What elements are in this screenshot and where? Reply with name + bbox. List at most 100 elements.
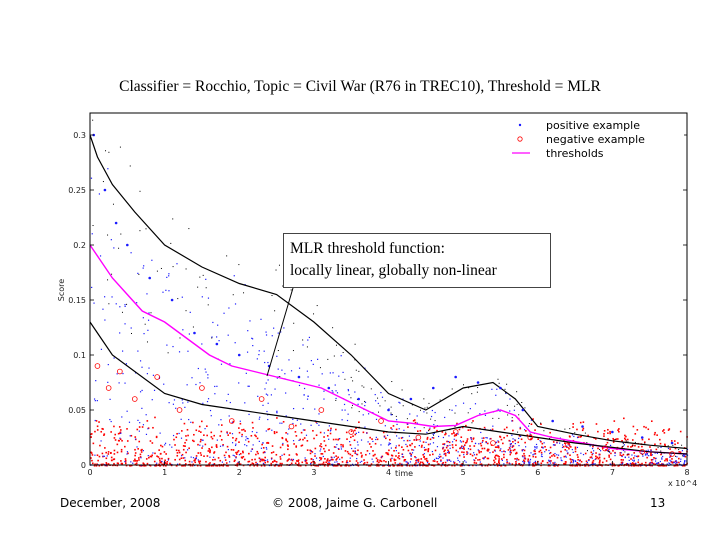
negative-noise-point <box>448 441 451 444</box>
positive-noise-point <box>264 361 266 364</box>
negative-noise-point <box>215 446 218 448</box>
positive-noise-point <box>195 457 197 459</box>
negative-noise-point <box>466 438 469 440</box>
negative-noise-point <box>426 438 429 440</box>
negative-noise-point <box>228 454 230 457</box>
negative-noise-point <box>303 437 306 439</box>
negative-noise-point <box>90 451 92 454</box>
positive-noise-point <box>151 399 153 401</box>
positive-noise-point <box>305 434 308 436</box>
negative-noise-point <box>273 464 276 467</box>
negative-noise-point <box>97 459 99 462</box>
negative-noise-point <box>436 461 439 463</box>
negative-noise-point <box>564 449 567 451</box>
positive-noise-point <box>228 461 231 463</box>
positive-noise-point <box>375 436 377 438</box>
positive-noise-point <box>398 428 400 430</box>
negative-noise-point <box>305 459 308 462</box>
negative-noise-point <box>560 450 562 453</box>
negative-noise-point <box>596 456 599 459</box>
negative-noise-point <box>482 457 484 460</box>
envelope-noise-point <box>634 441 636 443</box>
positive-noise-point <box>94 400 96 402</box>
negative-noise-point <box>444 452 446 455</box>
negative-noise-point <box>669 455 672 458</box>
envelope-noise-point <box>130 332 132 334</box>
negative-noise-point <box>227 464 229 467</box>
negative-noise-point <box>550 460 552 462</box>
negative-noise-point <box>556 456 559 459</box>
positive-noise-point <box>239 420 241 422</box>
positive-noise-point <box>172 403 175 405</box>
negative-noise-point <box>651 464 653 467</box>
negative-noise-point <box>275 431 278 434</box>
positive-noise-point <box>591 447 594 450</box>
envelope-noise-point <box>177 298 179 300</box>
negative-noise-point <box>299 438 302 441</box>
positive-noise-point <box>571 448 573 451</box>
positive-noise-point <box>403 429 405 431</box>
negative-noise-point <box>544 445 546 448</box>
negative-noise-point <box>638 463 641 466</box>
negative-noise-point <box>539 449 542 452</box>
positive-noise-point <box>201 343 203 345</box>
envelope-noise-point <box>477 387 479 389</box>
positive-noise-point <box>396 423 398 426</box>
positive-noise-point <box>126 451 129 453</box>
positive-noise-point <box>147 428 149 430</box>
positive-noise-point <box>168 273 170 275</box>
positive-noise-point <box>503 463 505 465</box>
positive-noise-point <box>138 430 140 432</box>
envelope-noise-point <box>274 310 276 312</box>
envelope-noise-point <box>433 434 435 436</box>
negative-noise-point <box>326 458 329 460</box>
negative-noise-point <box>323 447 325 450</box>
negative-noise-point <box>515 451 518 454</box>
negative-noise-point <box>258 457 261 460</box>
envelope-noise-point <box>424 407 426 409</box>
negative-noise-point <box>363 463 365 465</box>
negative-noise-point <box>467 429 470 431</box>
negative-noise-point <box>254 434 256 437</box>
positive-noise-point <box>168 290 170 292</box>
negative-noise-point <box>286 444 289 446</box>
y-tick-label: 0.15 <box>68 296 86 305</box>
negative-noise-point <box>621 439 623 442</box>
negative-noise-point <box>620 459 623 461</box>
negative-noise-point <box>398 464 400 467</box>
negative-noise-point <box>357 462 359 464</box>
negative-noise-point <box>440 459 442 462</box>
negative-noise-point <box>193 433 195 436</box>
positive-noise-point <box>542 447 544 449</box>
negative-noise-point <box>574 464 576 467</box>
negative-noise-point <box>387 464 390 467</box>
positive-noise-point <box>523 429 526 431</box>
negative-noise-point <box>564 442 566 444</box>
negative-noise-point <box>500 438 503 441</box>
negative-noise-point <box>451 464 453 467</box>
negative-noise-point <box>553 455 556 457</box>
positive-noise-point <box>418 444 420 447</box>
positive-noise-point <box>380 392 382 394</box>
positive-noise-point <box>238 382 240 384</box>
negative-noise-point <box>320 457 323 459</box>
envelope-noise-point <box>271 295 273 297</box>
positive-noise-point <box>143 333 145 335</box>
envelope-noise-point <box>543 430 545 432</box>
negative-noise-point <box>282 420 285 423</box>
positive-noise-point <box>335 397 337 400</box>
negative-noise-point <box>473 445 476 447</box>
positive-noise-point <box>405 443 407 446</box>
positive-noise-point <box>246 445 248 447</box>
negative-noise-point <box>448 451 450 454</box>
negative-noise-point <box>605 460 608 462</box>
positive-noise-point <box>237 461 239 463</box>
positive-noise-point <box>511 434 513 436</box>
negative-noise-point <box>618 430 620 433</box>
negative-noise-point <box>447 449 449 452</box>
positive-noise-point <box>119 332 121 334</box>
negative-noise-point <box>425 459 428 462</box>
positive-noise-point <box>646 453 648 455</box>
negative-noise-point <box>376 460 379 463</box>
negative-noise-point <box>645 426 647 429</box>
